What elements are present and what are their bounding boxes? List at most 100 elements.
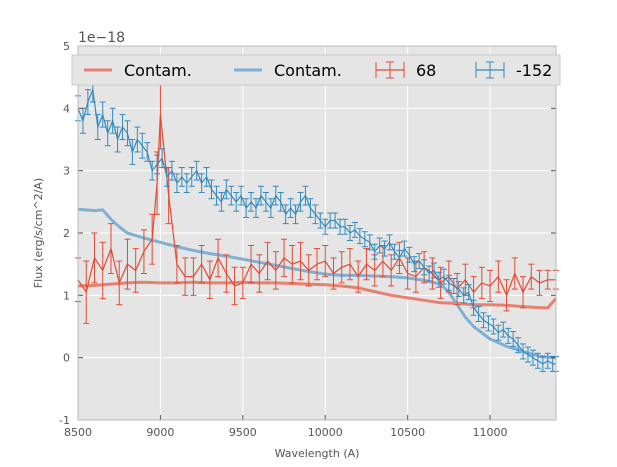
x-tick-label: 10500	[390, 426, 425, 439]
errorbar	[91, 232, 98, 284]
errorbar	[529, 349, 536, 366]
errorbar	[505, 327, 512, 344]
errorbar	[139, 132, 146, 159]
plot-frame	[77, 45, 557, 421]
legend-label: Contam.	[274, 61, 342, 80]
y-tick-label: 2	[63, 227, 70, 240]
errorbar	[330, 257, 337, 290]
errorbar	[495, 324, 502, 341]
errorbar	[480, 312, 487, 329]
errorbar	[281, 238, 288, 278]
errorbar	[524, 346, 531, 363]
errorbar	[267, 198, 274, 218]
errorbar	[173, 244, 180, 284]
errorbar	[292, 204, 299, 225]
errorbar	[396, 249, 403, 266]
errorbar	[346, 225, 353, 241]
legend-label: 68	[416, 61, 436, 80]
errorbar	[134, 126, 141, 153]
errorbar	[168, 160, 175, 181]
errorbar	[317, 212, 324, 229]
series-3	[75, 76, 559, 372]
errorbar	[99, 241, 106, 299]
errorbar	[445, 274, 452, 291]
errorbar	[228, 185, 235, 206]
errorbar	[440, 268, 447, 285]
errorbar	[416, 253, 423, 270]
errorbar	[490, 318, 497, 335]
errorbar	[386, 234, 393, 251]
grid-lines	[77, 45, 556, 421]
errorbar	[188, 167, 195, 187]
errorbar	[206, 260, 213, 299]
errorbar	[511, 257, 518, 290]
errorbar	[500, 321, 507, 338]
errorbar	[520, 343, 527, 360]
errorbar	[248, 244, 255, 284]
errorbar	[233, 191, 240, 212]
errorbar	[302, 185, 309, 206]
errorbar	[363, 248, 370, 281]
errorbar	[154, 154, 161, 175]
errorbar	[485, 315, 492, 332]
errorbar	[534, 352, 541, 369]
errorbar	[198, 173, 205, 193]
errorbar	[104, 120, 111, 147]
errorbar	[544, 352, 551, 369]
errorbar	[342, 218, 349, 235]
errorbar	[520, 276, 527, 309]
errorbar	[515, 337, 522, 354]
legend-entry: Contam.	[84, 61, 192, 80]
errorbar	[289, 244, 296, 284]
errorbar	[203, 167, 210, 187]
errorbar	[297, 191, 304, 212]
errorbar	[544, 269, 551, 290]
errorbar	[183, 173, 190, 193]
x-tick-label: 10000	[308, 426, 343, 439]
errorbar	[322, 244, 329, 278]
errorbar	[287, 198, 294, 218]
errorbar	[182, 257, 189, 296]
errorbar	[129, 139, 136, 165]
contam-line	[77, 280, 558, 310]
errorbar	[406, 246, 413, 263]
x-tick-label: 9000	[146, 426, 174, 439]
errorbar	[149, 160, 156, 181]
errorbar	[231, 266, 238, 306]
y-tick-label: 3	[63, 165, 70, 178]
errorbar	[307, 198, 314, 218]
errorbar	[478, 266, 485, 299]
errorbar	[431, 262, 438, 279]
errorbar	[510, 330, 517, 347]
flux-line	[77, 114, 556, 297]
errorbar	[84, 89, 91, 116]
errorbar	[190, 257, 197, 296]
y-axis-label: Flux (erg/s/cm^2/A)	[32, 178, 45, 288]
errorbar	[83, 260, 90, 324]
errorbar	[119, 114, 126, 140]
x-tick-label: 11000	[473, 426, 508, 439]
errorbar	[262, 191, 269, 212]
errorbar	[454, 273, 461, 306]
errorbar	[487, 269, 494, 303]
y-tick-label: 4	[63, 102, 70, 115]
errorbar	[475, 306, 482, 323]
errorbar	[346, 248, 353, 281]
legend: Contam. Contam. 68 -152	[71, 54, 561, 86]
errorbar	[114, 126, 121, 153]
errorbar	[391, 243, 398, 260]
errorbar	[223, 179, 230, 200]
errorbar	[107, 223, 114, 275]
errorbar	[314, 248, 320, 281]
errorbar	[495, 260, 502, 293]
errorbar	[338, 251, 345, 284]
x-axis-label: Wavelength (A)	[275, 447, 360, 460]
errorbar	[470, 299, 477, 316]
x-tick-label: 8500	[64, 426, 92, 439]
errorbar	[282, 204, 289, 225]
legend-label: -152	[516, 61, 552, 80]
errorbar	[465, 284, 472, 301]
series-layer	[75, 76, 559, 372]
errorbar	[277, 191, 284, 212]
